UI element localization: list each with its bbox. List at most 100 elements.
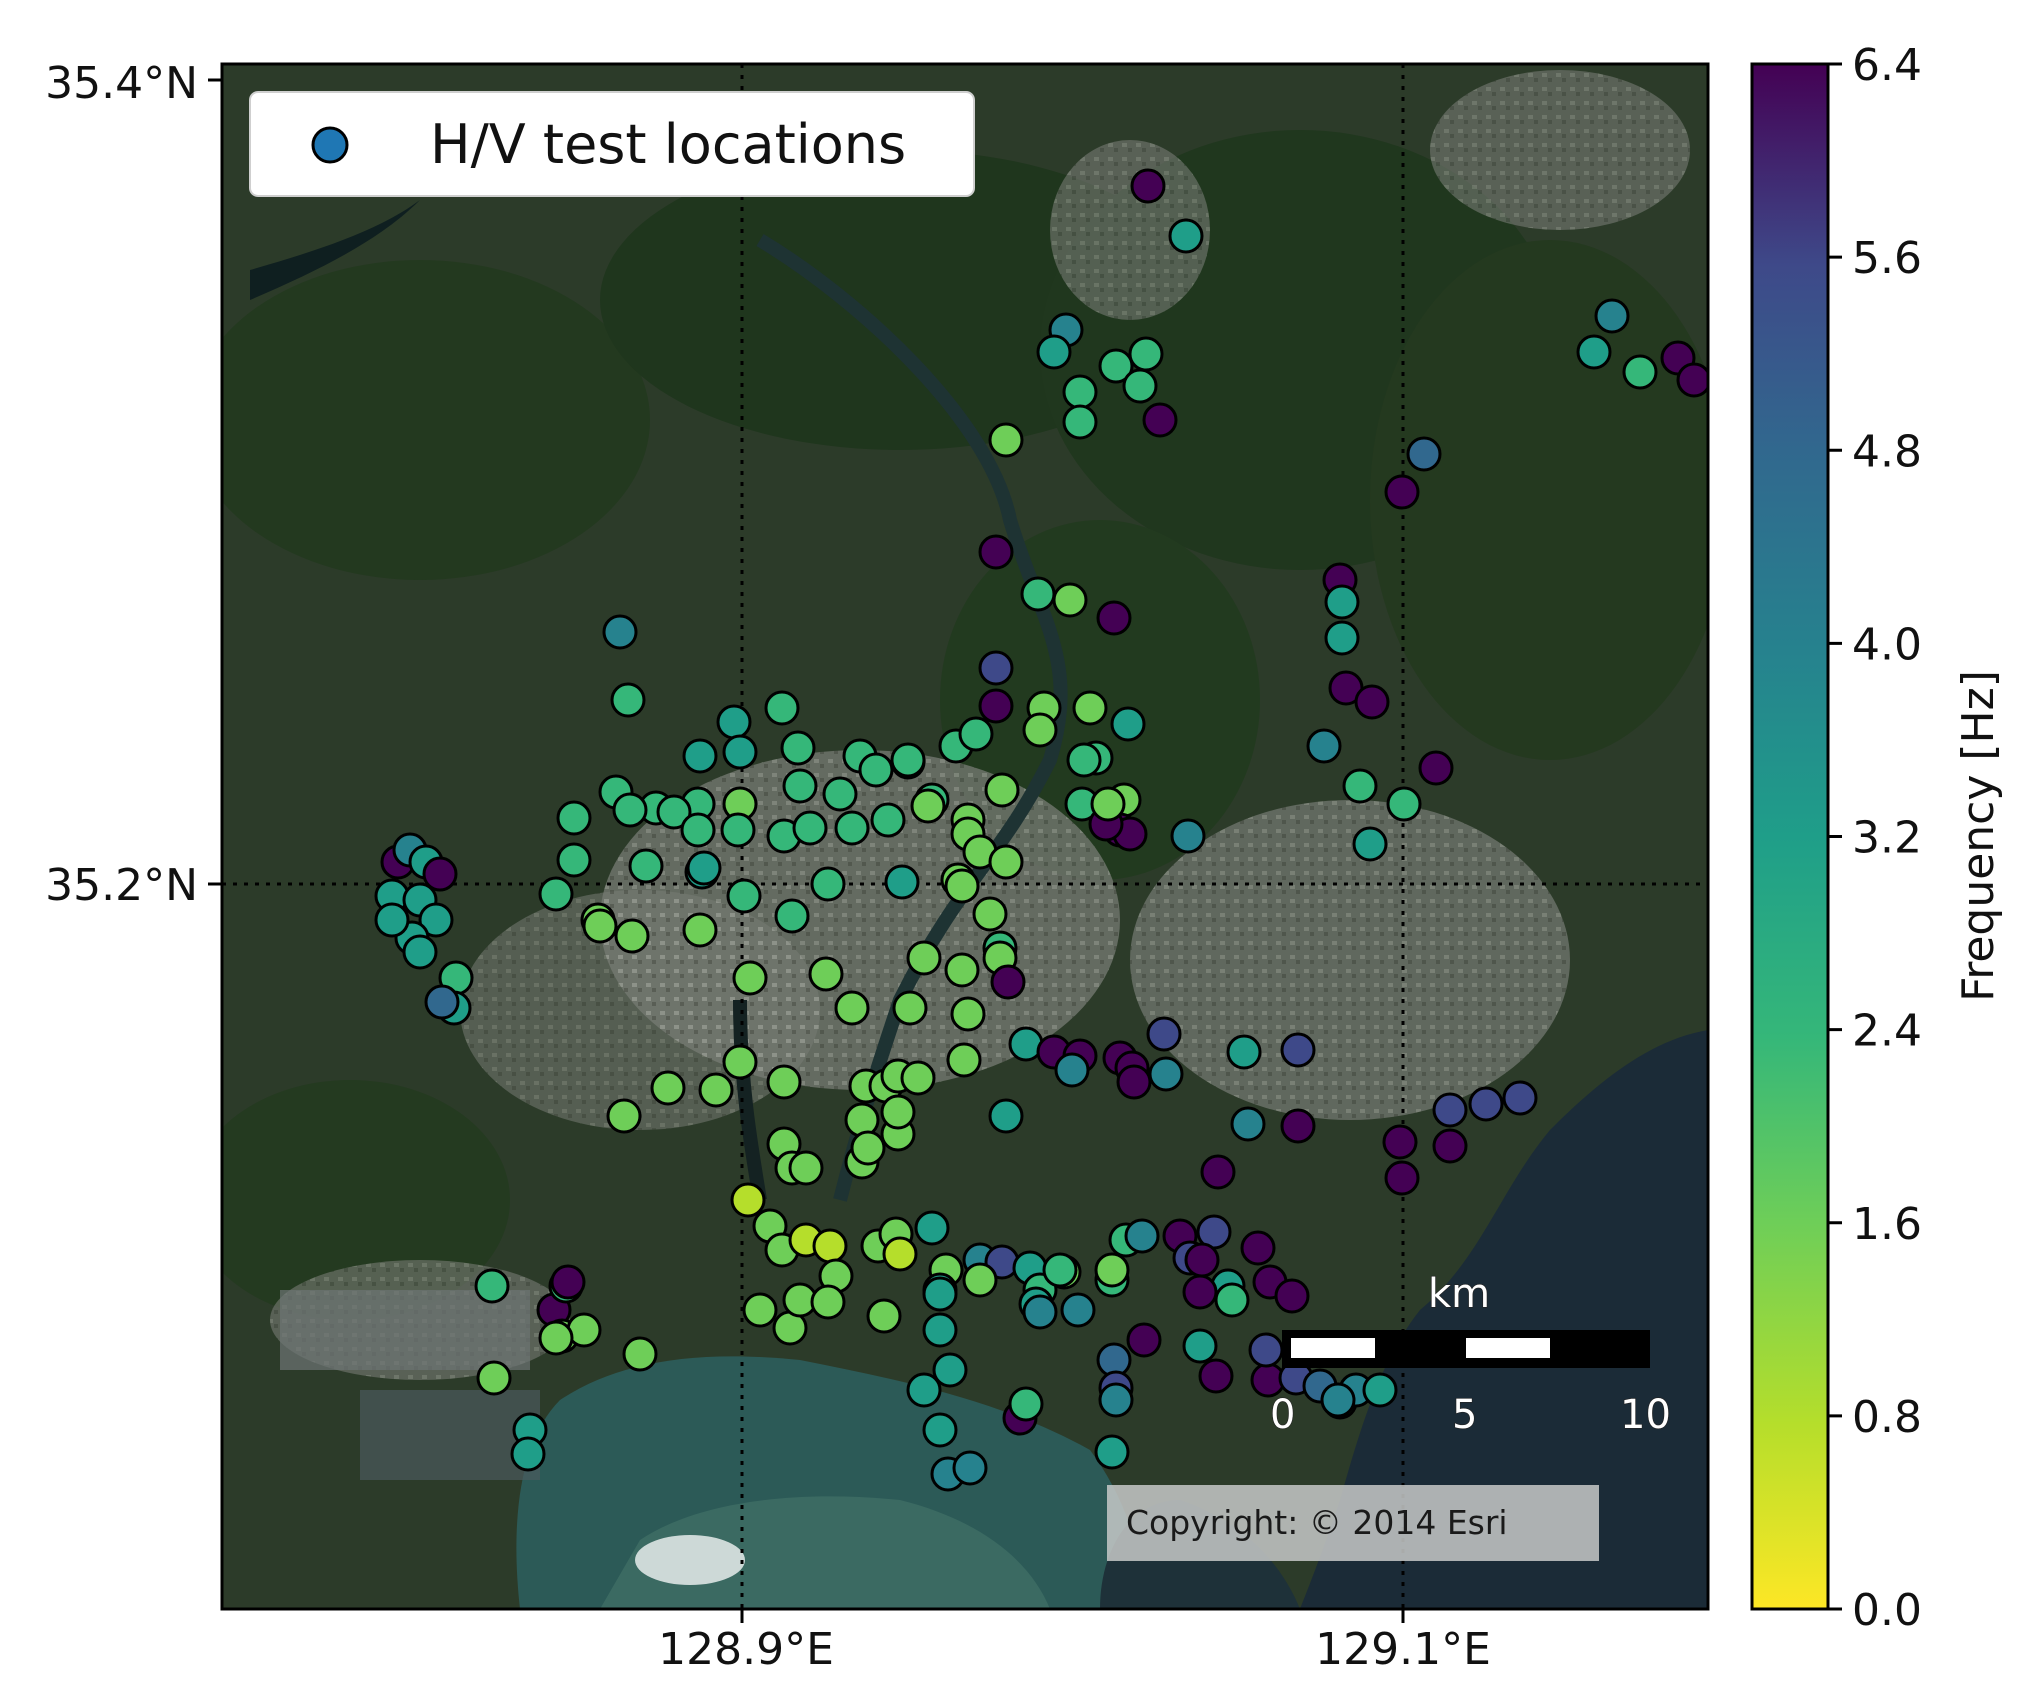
hv-test-point bbox=[1576, 334, 1612, 370]
colorbar-tick-label: 4.8 bbox=[1852, 426, 1922, 477]
hv-test-point bbox=[1116, 1064, 1152, 1100]
hv-test-point bbox=[628, 848, 664, 884]
hv-test-point bbox=[766, 1064, 802, 1100]
hv-test-point bbox=[1072, 690, 1108, 726]
hv-test-point bbox=[510, 1436, 546, 1472]
colorbar-gradient bbox=[1750, 62, 1830, 1611]
hv-test-point bbox=[932, 1352, 968, 1388]
hv-test-point bbox=[774, 898, 810, 934]
hv-test-point bbox=[1020, 576, 1056, 612]
hv-test-point bbox=[866, 1298, 902, 1334]
hv-test-point bbox=[978, 650, 1014, 686]
hv-test-point bbox=[1280, 1108, 1316, 1144]
hv-test-point bbox=[1324, 584, 1360, 620]
hv-test-point bbox=[958, 716, 994, 752]
hv-test-point bbox=[722, 734, 758, 770]
hv-test-point bbox=[910, 788, 946, 824]
hv-test-point bbox=[1052, 582, 1088, 618]
hv-test-point bbox=[1060, 1292, 1096, 1328]
hv-test-point bbox=[858, 752, 894, 788]
hv-test-points bbox=[374, 168, 1708, 1492]
hv-test-point bbox=[1432, 1128, 1468, 1164]
colorbar-tick-label: 0.8 bbox=[1852, 1392, 1922, 1443]
hv-test-point bbox=[538, 876, 574, 912]
hv-test-point bbox=[732, 960, 768, 996]
hv-test-point bbox=[1036, 334, 1072, 370]
hv-test-point bbox=[950, 996, 986, 1032]
hv-test-point bbox=[882, 1236, 918, 1272]
hv-test-point bbox=[1098, 348, 1134, 384]
hv-test-point bbox=[1146, 1016, 1182, 1052]
legend-label: H/V test locations bbox=[430, 113, 906, 176]
hv-test-point bbox=[1184, 1242, 1220, 1278]
lon-label-129-1: 129.1°E bbox=[1315, 1624, 1491, 1675]
scale-bar: km 0 5 10 bbox=[1269, 1270, 1671, 1438]
legend: H/V test locations bbox=[249, 91, 975, 197]
hv-test-point bbox=[1096, 600, 1132, 636]
hv-test-point bbox=[952, 1450, 988, 1486]
colorbar-title: Frequency [Hz] bbox=[1953, 670, 2004, 1002]
hv-test-point bbox=[656, 794, 692, 830]
hv-test-point bbox=[812, 1228, 848, 1264]
hv-test-point bbox=[742, 1292, 778, 1328]
hv-test-point bbox=[582, 908, 618, 944]
hv-test-point bbox=[946, 1042, 982, 1078]
hv-test-point bbox=[900, 1060, 936, 1096]
hv-test-point bbox=[988, 844, 1024, 880]
hv-test-point bbox=[418, 902, 454, 938]
hv-test-point bbox=[1342, 768, 1378, 804]
hv-test-point bbox=[698, 1072, 734, 1108]
hv-test-point bbox=[1094, 1434, 1130, 1470]
hv-test-point bbox=[1230, 1106, 1266, 1142]
hv-test-point bbox=[556, 800, 592, 836]
hv-test-point bbox=[474, 1268, 510, 1304]
hv-test-point bbox=[1248, 1332, 1284, 1368]
hv-test-point bbox=[1594, 298, 1630, 334]
colorbar-tick-label: 5.6 bbox=[1852, 233, 1922, 284]
hv-test-point bbox=[922, 1276, 958, 1312]
hv-test-point bbox=[1324, 620, 1360, 656]
hv-test-point bbox=[944, 868, 980, 904]
legend-marker bbox=[311, 126, 349, 164]
hv-test-point bbox=[834, 990, 870, 1026]
hv-test-point bbox=[906, 940, 942, 976]
hv-test-point bbox=[1122, 368, 1158, 404]
hv-test-point bbox=[922, 1412, 958, 1448]
colorbar-tick-label: 4.0 bbox=[1852, 619, 1922, 670]
hv-test-point bbox=[1142, 402, 1178, 438]
hv-test-point bbox=[914, 1210, 950, 1246]
hv-test-point bbox=[730, 1182, 766, 1218]
hv-test-point bbox=[476, 1360, 512, 1396]
hv-test-point bbox=[834, 810, 870, 846]
hv-test-point bbox=[1676, 362, 1708, 398]
hv-test-point bbox=[1352, 826, 1388, 862]
hv-test-point bbox=[922, 1312, 958, 1348]
hv-test-point bbox=[944, 952, 980, 988]
hv-test-point bbox=[726, 878, 762, 914]
hv-test-point bbox=[808, 956, 844, 992]
hv-test-point bbox=[686, 850, 722, 886]
hv-test-point bbox=[1094, 1252, 1130, 1288]
hv-test-point bbox=[1622, 354, 1658, 390]
hv-test-point bbox=[1062, 374, 1098, 410]
lat-label-35-2: 35.2°N bbox=[45, 860, 198, 911]
longitude-axis: 128.9°E 129.1°E bbox=[658, 1609, 1491, 1675]
hv-test-point bbox=[978, 688, 1014, 724]
hv-test-point bbox=[1386, 786, 1422, 822]
hv-test-point bbox=[720, 812, 756, 848]
hv-test-point bbox=[606, 1098, 642, 1134]
hv-test-point bbox=[614, 918, 650, 954]
hv-test-point bbox=[722, 1044, 758, 1080]
hv-test-point bbox=[682, 738, 718, 774]
hv-test-point bbox=[1062, 404, 1098, 440]
copyright-box: Copyright: © 2014 Esri bbox=[1107, 1485, 1599, 1561]
hv-test-point bbox=[1182, 1274, 1218, 1310]
hv-test-point bbox=[1128, 336, 1164, 372]
hv-test-point bbox=[810, 1284, 846, 1320]
colorbar-ticks: 6.4 5.6 4.8 4.0 3.2 2.4 1.6 0.8 0.0 bbox=[1828, 40, 1922, 1636]
hv-test-point bbox=[1226, 1034, 1262, 1070]
hv-test-point bbox=[822, 776, 858, 812]
hv-test-point bbox=[1320, 1382, 1356, 1418]
hv-test-point bbox=[1022, 1294, 1058, 1330]
